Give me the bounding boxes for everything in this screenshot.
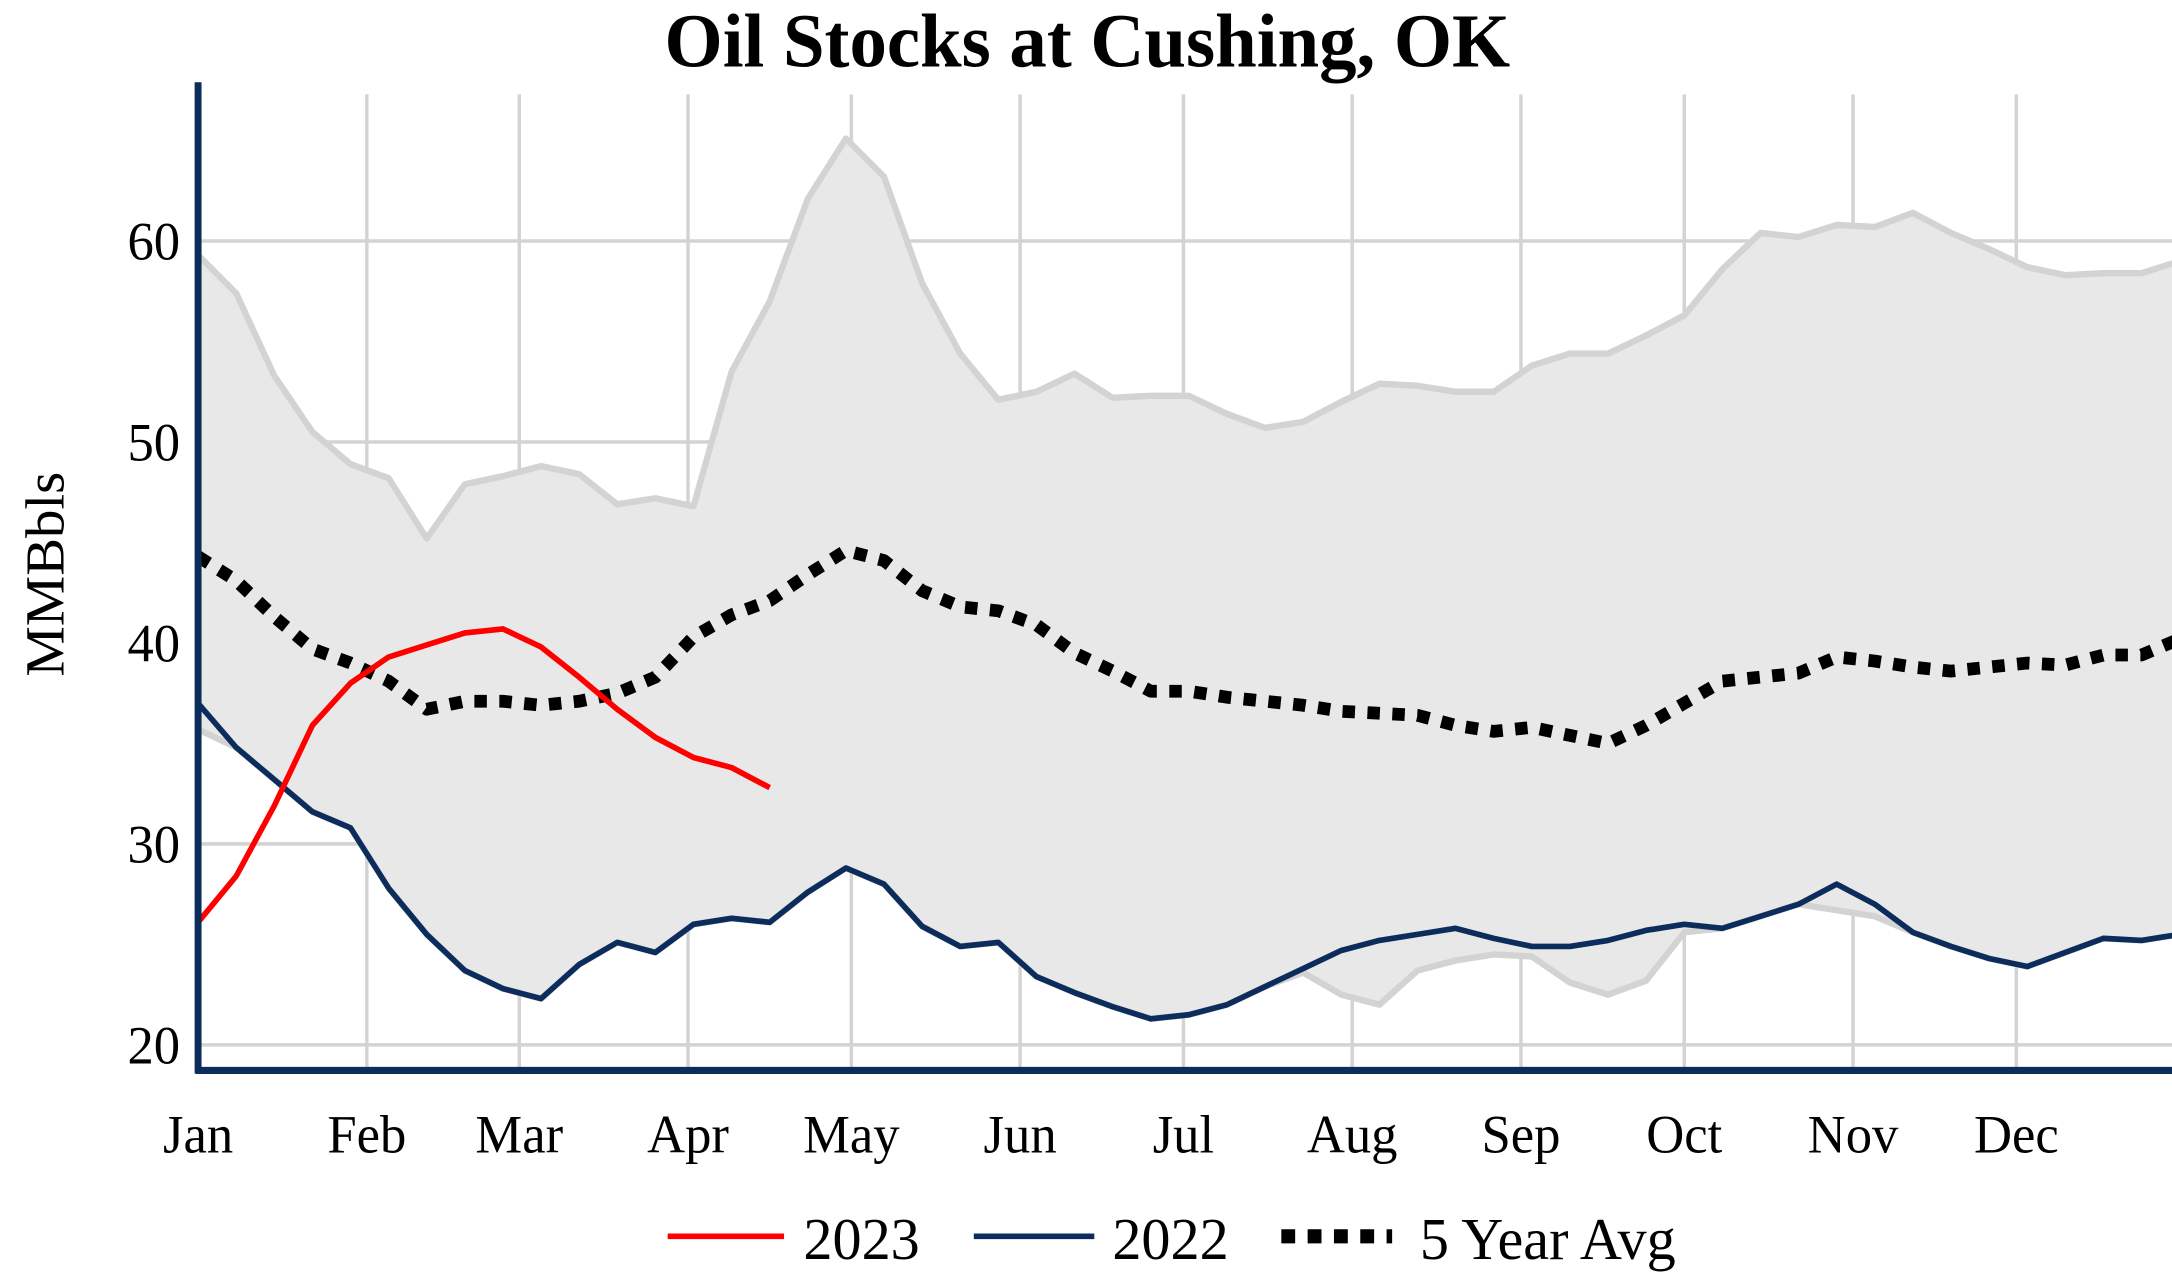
legend-label: 2022	[1112, 1206, 1228, 1272]
series-lines	[198, 544, 2172, 1022]
y-tick-label: 20	[127, 1016, 180, 1076]
legend: 2023 2022 5 Year Avg	[667, 1206, 1676, 1272]
y-tick-label: 60	[127, 212, 180, 272]
series-line-2023	[198, 626, 771, 925]
y-tick-label: 50	[127, 413, 180, 473]
series-line-2022	[198, 701, 2172, 1022]
y-axis-label: MMBbls	[15, 472, 76, 677]
x-tick-label: Sep	[1481, 1105, 1560, 1165]
chart-title: Oil Stocks at Cushing, OK	[665, 0, 1511, 84]
y-tick-label: 40	[127, 614, 180, 674]
legend-label: 2023	[803, 1206, 919, 1272]
tick-labels: Jan Feb Mar Apr May Jun Jul Aug Sep Oct Nov Dec 20 30…	[127, 212, 2058, 1165]
range-band-upper-edge	[198, 135, 2172, 542]
y-tick-label: 30	[127, 815, 180, 875]
range-band-fill	[198, 138, 2172, 1019]
x-tick-label: Dec	[1974, 1105, 2059, 1165]
x-tick-label: Oct	[1646, 1105, 1722, 1165]
x-tick-label: Aug	[1307, 1105, 1398, 1165]
x-tick-label: Feb	[327, 1105, 406, 1165]
x-tick-label: Jul	[1153, 1105, 1214, 1165]
x-tick-label: Jun	[984, 1105, 1057, 1165]
x-tick-label: May	[803, 1105, 900, 1165]
x-tick-label: Apr	[647, 1105, 729, 1165]
x-tick-label: Nov	[1808, 1105, 1899, 1165]
axes	[194, 82, 2172, 1074]
legend-label: 5 Year Avg	[1420, 1206, 1676, 1272]
x-tick-label: Jan	[163, 1105, 233, 1165]
series-line-5-year-avg	[198, 544, 2172, 750]
x-tick-label: Mar	[475, 1105, 563, 1165]
